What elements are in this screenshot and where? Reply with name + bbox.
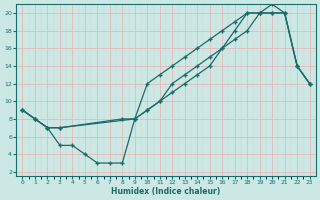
X-axis label: Humidex (Indice chaleur): Humidex (Indice chaleur)	[111, 187, 221, 196]
